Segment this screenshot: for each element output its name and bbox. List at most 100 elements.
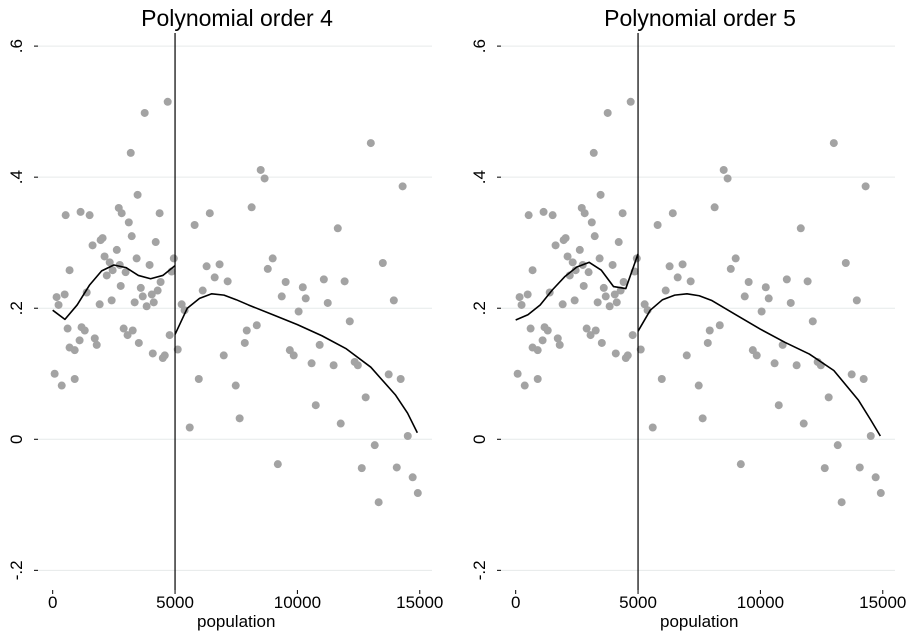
point [628, 331, 637, 340]
point [108, 266, 117, 275]
point [764, 294, 773, 303]
point [605, 302, 614, 311]
chart-title: Polynomial order 4 [141, 5, 333, 31]
point [219, 351, 228, 360]
point [580, 209, 589, 218]
point [52, 293, 61, 302]
point [551, 241, 560, 250]
point [82, 288, 91, 297]
point [703, 338, 712, 347]
point [648, 423, 657, 432]
y-tick-label: .2 [470, 301, 489, 315]
x-tick-label: 5000 [156, 593, 194, 612]
point [263, 264, 272, 273]
point [136, 283, 145, 292]
point [515, 293, 524, 302]
point [340, 277, 349, 286]
point [148, 349, 157, 358]
point [75, 336, 84, 345]
point [837, 498, 846, 507]
point [124, 218, 133, 227]
point [138, 292, 147, 301]
x-tick-label: 15000 [859, 593, 906, 612]
x-tick-label: 0 [511, 593, 520, 612]
point [538, 336, 547, 345]
point [859, 374, 868, 383]
point [833, 441, 842, 450]
point [619, 278, 628, 287]
point [595, 254, 604, 263]
point [311, 401, 320, 410]
point [698, 414, 707, 423]
x-tick-label: 10000 [737, 593, 784, 612]
point [268, 254, 277, 263]
point [194, 374, 203, 383]
point [92, 340, 101, 349]
point [323, 298, 332, 307]
point [119, 324, 128, 333]
point [719, 165, 728, 174]
point [85, 211, 94, 220]
y-tick-label: 0 [7, 435, 26, 444]
point [165, 331, 174, 340]
point [593, 298, 602, 307]
point [803, 277, 812, 286]
point [130, 298, 139, 307]
point [205, 209, 214, 218]
point [586, 331, 595, 340]
point [770, 359, 779, 368]
point [584, 268, 593, 277]
point [589, 148, 598, 157]
point [132, 254, 141, 263]
point [640, 300, 649, 309]
y-tick-label: .6 [7, 39, 26, 53]
point [626, 97, 635, 106]
point [357, 464, 366, 473]
point [570, 296, 579, 305]
fit-line [515, 253, 639, 321]
point [705, 326, 714, 335]
point [665, 262, 674, 271]
point [513, 369, 522, 378]
point [398, 182, 407, 191]
y-tick-label: 0 [470, 435, 489, 444]
point [539, 207, 548, 216]
point [543, 326, 552, 335]
point [668, 209, 677, 218]
point [553, 334, 562, 343]
point [235, 414, 244, 423]
point [520, 381, 529, 390]
point [682, 351, 691, 360]
point [847, 370, 856, 379]
point [117, 209, 126, 218]
panel: Polynomial order 4 population -.2 0 .2 .4 .6 0 5… [7, 5, 443, 631]
point [731, 254, 740, 263]
point [612, 298, 621, 307]
point [329, 361, 338, 370]
y-tick-label: -.2 [470, 560, 489, 580]
x-tick-label: 0 [48, 593, 57, 612]
point [723, 174, 732, 183]
point [744, 278, 753, 287]
point [413, 489, 422, 498]
point [252, 321, 261, 330]
point [374, 498, 383, 507]
point [661, 286, 670, 295]
point [571, 266, 580, 275]
point [757, 307, 766, 316]
point [866, 432, 875, 441]
point [256, 165, 265, 174]
point [361, 393, 370, 402]
point [127, 232, 136, 241]
point [563, 252, 572, 261]
point [100, 252, 109, 261]
point [855, 463, 864, 472]
point [215, 260, 224, 269]
point [281, 278, 290, 287]
point [149, 298, 158, 307]
panel: Polynomial order 5 population -.2 0 .2 .4 .6 0 5… [470, 5, 906, 631]
point [210, 273, 219, 282]
point [223, 277, 232, 286]
y-tick-label: .2 [7, 301, 26, 315]
point [242, 326, 251, 335]
